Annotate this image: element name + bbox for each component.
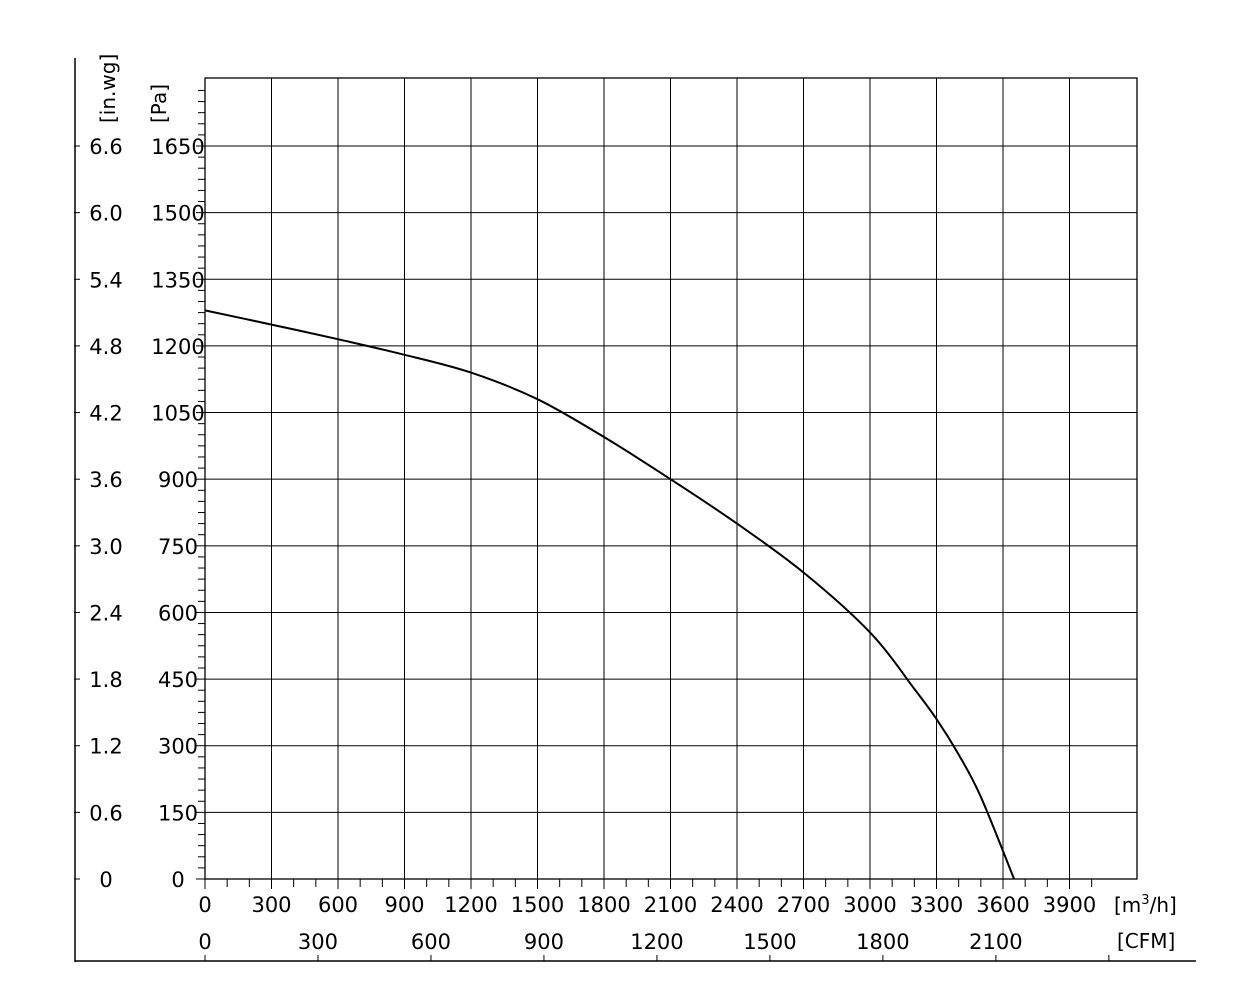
x-secondary-unit-label: [CFM] — [1117, 929, 1175, 953]
x-secondary-tick-label: 1500 — [743, 930, 796, 954]
y-tick-label-pa: 300 — [158, 735, 198, 759]
x-secondary-tick-label: 300 — [298, 930, 338, 954]
x-tick-label: 2100 — [644, 893, 697, 917]
y-tick-label-inwg: 0.6 — [89, 801, 122, 825]
y-tick-label-pa: 1500 — [151, 202, 204, 226]
y-tick-label-pa: 750 — [158, 535, 198, 559]
x-tick-label: 900 — [384, 893, 424, 917]
y-tick-label-pa: 900 — [158, 468, 198, 492]
x-secondary-tick-label: 1800 — [856, 930, 909, 954]
y-tick-label-pa: 1650 — [151, 135, 204, 159]
x-secondary-tick-label: 600 — [411, 930, 451, 954]
y-tick-label-inwg: 1.2 — [89, 735, 122, 759]
x-secondary-tick-label: 0 — [198, 930, 211, 954]
x-primary-unit-label: [m3/h] — [1114, 893, 1177, 917]
x-tick-label: 2700 — [777, 893, 830, 917]
y-tick-label-inwg: 6.6 — [89, 135, 122, 159]
x-secondary-tick-label: 900 — [524, 930, 564, 954]
y-tick-label-inwg: 5.4 — [89, 268, 122, 292]
y-tick-label-inwg: 0 — [99, 868, 112, 892]
y-tick-label-pa: 150 — [158, 801, 198, 825]
x-tick-label: 1200 — [444, 893, 497, 917]
x-tick-label: 3600 — [976, 893, 1029, 917]
y-tick-label-pa: 0 — [171, 868, 184, 892]
x-tick-label: 0 — [198, 893, 211, 917]
y-tick-label-inwg: 2.4 — [89, 601, 122, 625]
curve-layer — [205, 310, 1014, 879]
y-tick-label-pa: 450 — [158, 668, 198, 692]
minor-ticks — [198, 90, 1092, 887]
y-tick-label-inwg: 6.0 — [89, 202, 122, 226]
y-tick-label-inwg: 3.0 — [89, 535, 122, 559]
x-tick-label: 1800 — [577, 893, 630, 917]
y-tick-label-inwg: 4.2 — [89, 402, 122, 426]
x-tick-label: 300 — [251, 893, 291, 917]
y-tick-label-inwg: 3.6 — [89, 468, 122, 492]
x-tick-label: 600 — [318, 893, 358, 917]
y-tick-label-pa: 600 — [158, 601, 198, 625]
y-primary-unit-label: [Pa] — [147, 84, 171, 123]
y-tick-label-pa: 1050 — [151, 402, 204, 426]
x-tick-label: 2400 — [710, 893, 763, 917]
x-tick-label: 3000 — [843, 893, 896, 917]
axes — [74, 58, 1196, 962]
y-secondary-unit-label: [in.wg] — [96, 54, 120, 123]
fan-curve-line — [205, 310, 1014, 879]
x-tick-label: 1500 — [511, 893, 564, 917]
y-tick-label-pa: 1200 — [151, 335, 204, 359]
y-tick-label-pa: 1350 — [151, 268, 204, 292]
x-secondary-tick-label: 2100 — [969, 930, 1022, 954]
y-tick-label-inwg: 4.8 — [89, 335, 122, 359]
x-secondary-tick-label: 1200 — [630, 930, 683, 954]
x-tick-label: 3900 — [1043, 893, 1096, 917]
y-tick-label-inwg: 1.8 — [89, 668, 122, 692]
x-tick-label: 3300 — [910, 893, 963, 917]
